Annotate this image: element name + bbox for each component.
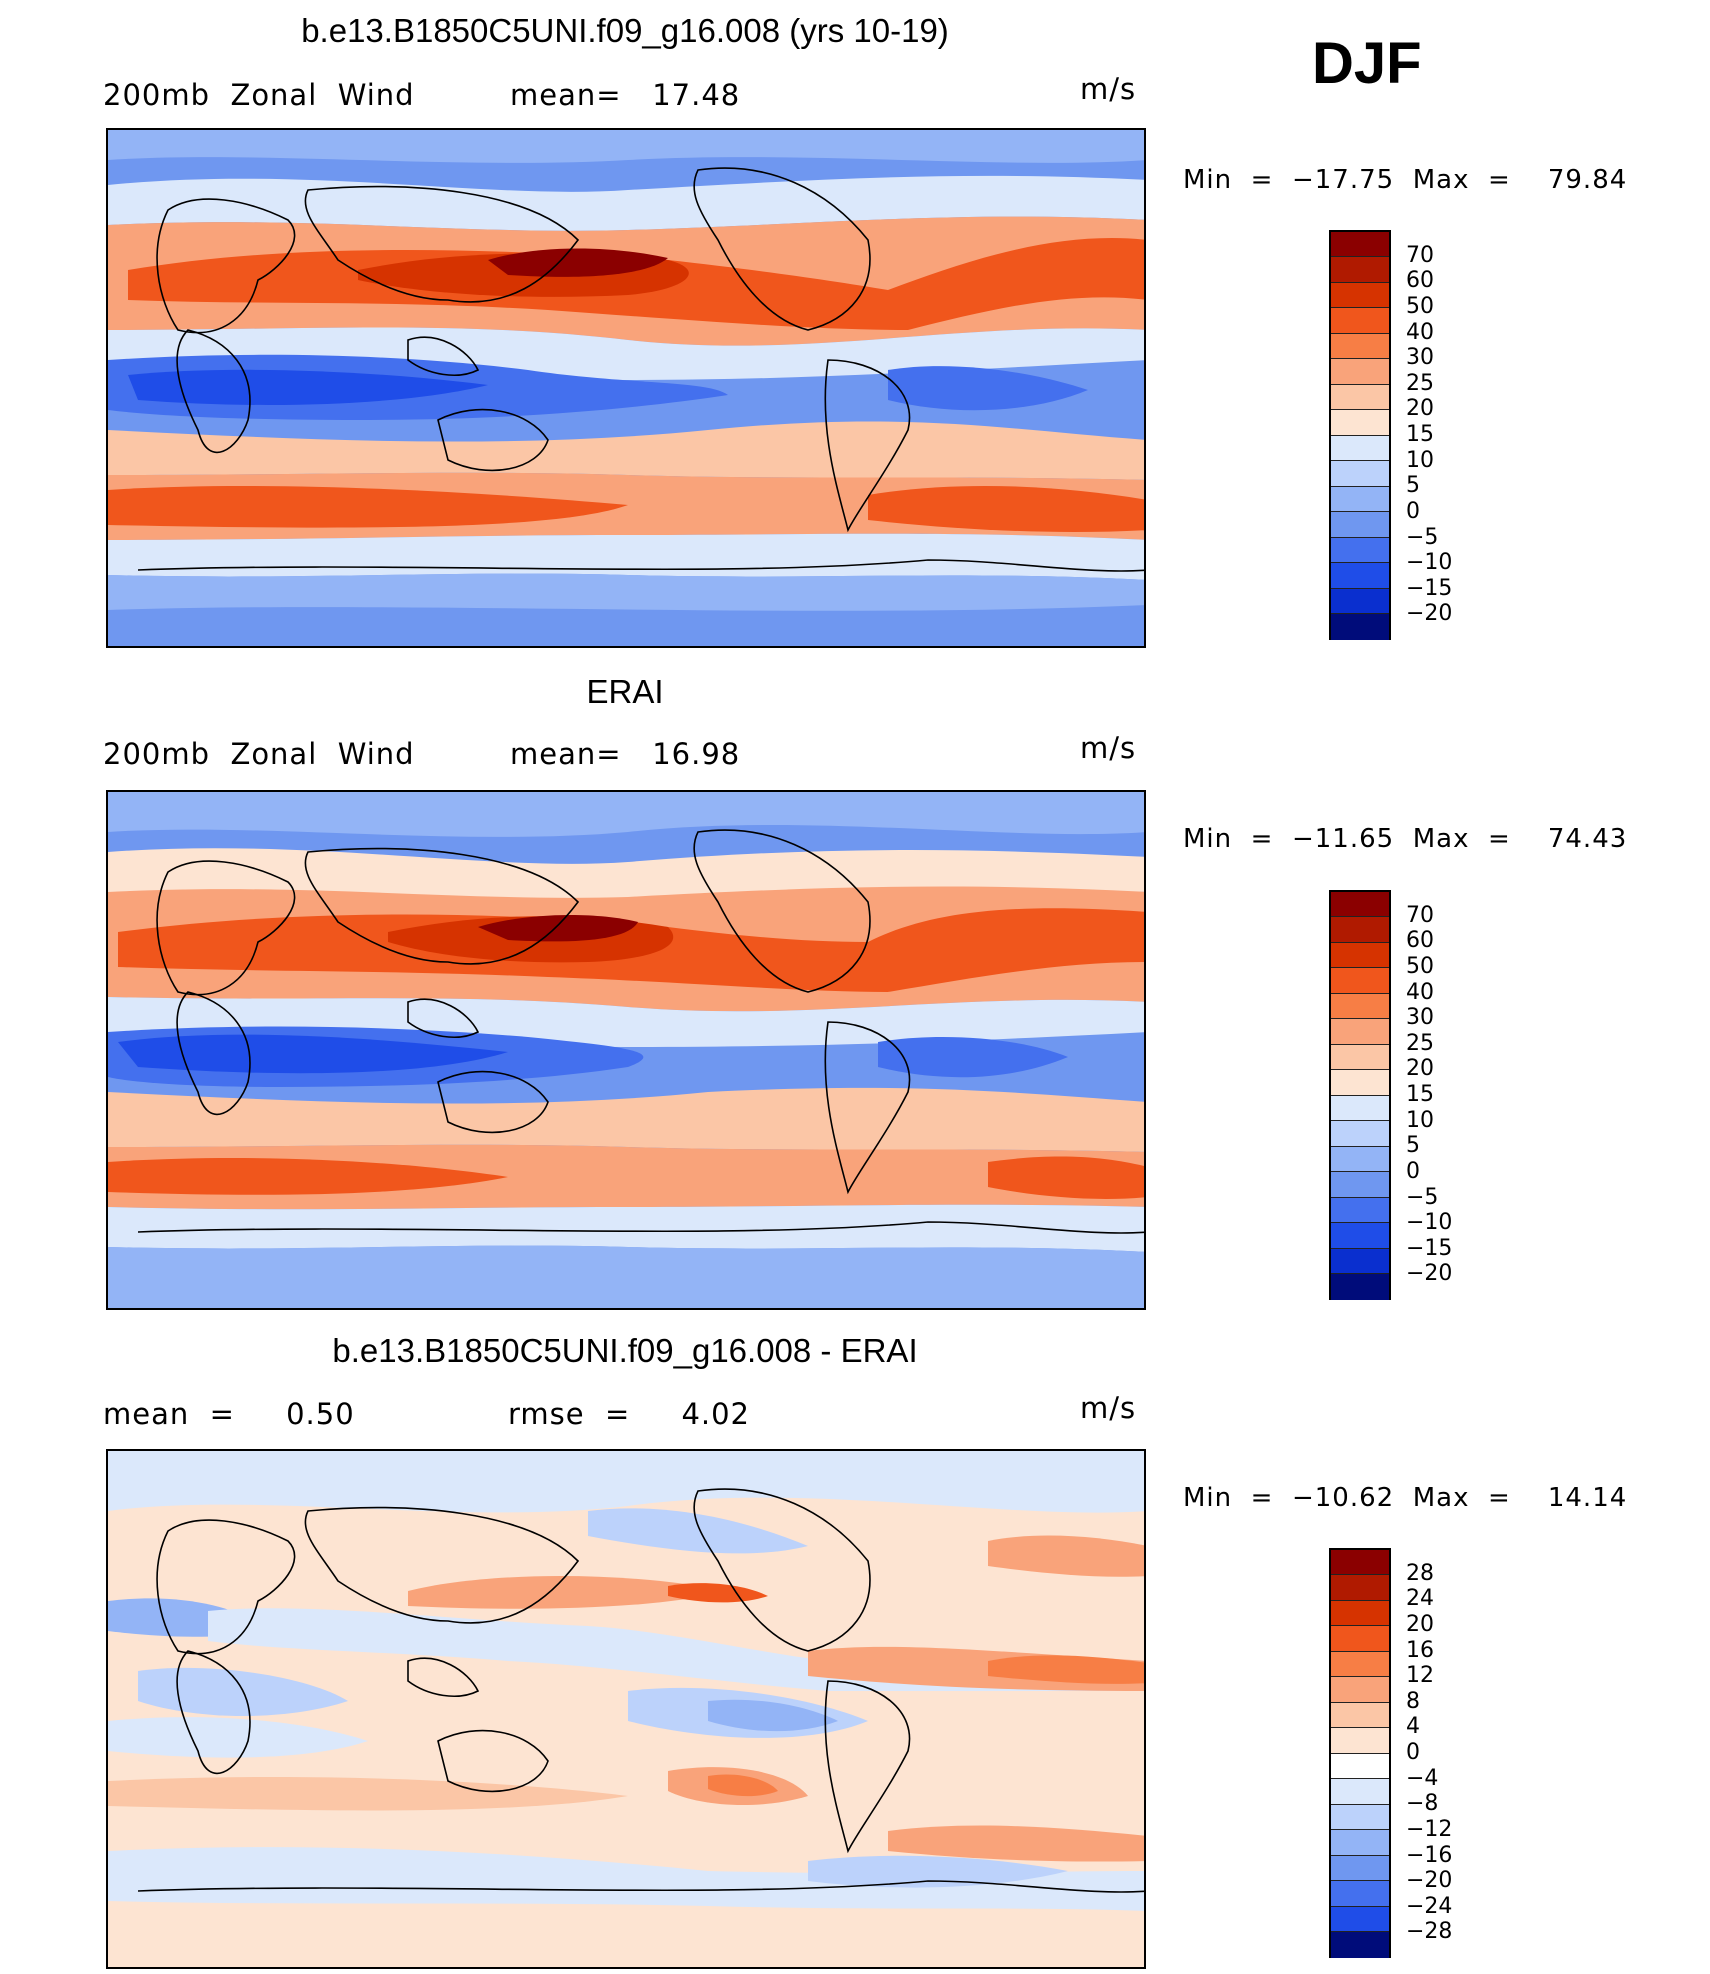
- panel-2-contour-map: [108, 792, 1144, 1308]
- colorbar-tick-label: 20: [1406, 1611, 1434, 1637]
- panel-3-coastlines: [137, 1488, 1144, 1893]
- colorbar-tick-label: 15: [1406, 422, 1434, 447]
- panel-2-mean-label: mean= 16.98: [510, 737, 741, 771]
- colorbar-tick-label: −20: [1406, 601, 1453, 627]
- panel-2-minmax: Min = −11.65 Max = 74.43: [1183, 824, 1628, 854]
- colorbar-tick-label: 8: [1406, 1688, 1420, 1714]
- colorbar-tick-label: 16: [1406, 1637, 1434, 1663]
- colorbar-tick-label: 70: [1406, 902, 1434, 928]
- colorbar-tick-label: −20: [1406, 1868, 1453, 1894]
- season-label: DJF: [1312, 31, 1422, 96]
- colorbar-tick-label: 20: [1406, 1056, 1434, 1082]
- colorbar-tick-label: 10: [1406, 447, 1434, 473]
- colorbar-tick-label: −4: [1406, 1765, 1439, 1791]
- colorbar-tick-label: 50: [1406, 953, 1434, 979]
- colorbar-tick-label: 50: [1406, 293, 1434, 319]
- panel-1-variable-label: 200mb Zonal Wind: [103, 78, 415, 112]
- colorbar-tick-label: −20: [1406, 1261, 1453, 1287]
- panel-2-variable-label: 200mb Zonal Wind: [103, 737, 415, 771]
- colorbar-tick-label: −10: [1406, 550, 1453, 576]
- panel-3-title: b.e13.B1850C5UNI.f09_g16.008 - ERAI: [332, 1332, 918, 1369]
- colorbar-tick-label: −28: [1406, 1919, 1453, 1945]
- panel-2-colorbar: [1329, 890, 1391, 1300]
- panel-3-rmse-label: rmse = 4.02: [508, 1397, 751, 1431]
- colorbar-tick-label: 25: [1406, 370, 1434, 396]
- colorbar-tick-label: 40: [1406, 319, 1434, 345]
- colorbar-tick-label: 30: [1406, 1005, 1434, 1031]
- colorbar-tick-label: 15: [1406, 1082, 1434, 1107]
- colorbar-tick-label: −15: [1406, 575, 1453, 601]
- panel-3-mean-label: mean = 0.50: [103, 1397, 355, 1431]
- colorbar-tick-label: 30: [1406, 345, 1434, 371]
- panel-1-colorbar: [1329, 230, 1391, 640]
- colorbar-tick-label: 10: [1406, 1107, 1434, 1133]
- colorbar-tick-label: 0: [1406, 1158, 1420, 1184]
- panel-2-map: [106, 790, 1146, 1310]
- panel-1-coastlines: [137, 167, 1144, 572]
- colorbar-tick-label: 28: [1406, 1560, 1434, 1586]
- colorbar-tick-label: −5: [1406, 524, 1439, 550]
- panel-1-mean-label: mean= 17.48: [510, 78, 741, 112]
- colorbar-tick-label: 5: [1406, 1133, 1420, 1159]
- colorbar-tick-label: −5: [1406, 1184, 1439, 1210]
- colorbar-tick-label: 0: [1406, 1740, 1420, 1765]
- colorbar-tick-label: −8: [1406, 1791, 1439, 1817]
- colorbar-tick-label: 24: [1406, 1586, 1434, 1612]
- colorbar-tick-label: 4: [1406, 1714, 1420, 1740]
- colorbar-tick-label: −15: [1406, 1235, 1453, 1261]
- panel-1-units: m/s: [1080, 72, 1137, 106]
- panel-3-contour-map: [108, 1451, 1144, 1967]
- colorbar-tick-label: −10: [1406, 1210, 1453, 1236]
- colorbar-tick-label: 60: [1406, 268, 1434, 294]
- panel-1-minmax: Min = −17.75 Max = 79.84: [1183, 165, 1628, 195]
- colorbar-tick-label: 0: [1406, 498, 1420, 524]
- panel-1-map: [106, 128, 1146, 648]
- panel-3-units: m/s: [1080, 1391, 1137, 1425]
- colorbar-tick-label: 40: [1406, 979, 1434, 1005]
- panel-3-map: [106, 1449, 1146, 1969]
- colorbar-tick-label: 70: [1406, 242, 1434, 268]
- panel-2-title: ERAI: [586, 673, 664, 710]
- colorbar-tick-label: 5: [1406, 473, 1420, 499]
- colorbar-tick-label: 25: [1406, 1030, 1434, 1056]
- colorbar-tick-label: 12: [1406, 1663, 1434, 1689]
- panel-2-units: m/s: [1080, 731, 1137, 765]
- panel-3-colorbar: [1329, 1548, 1391, 1958]
- colorbar-tick-label: −12: [1406, 1816, 1453, 1842]
- colorbar-tick-label: 60: [1406, 928, 1434, 954]
- panel-1-contour-map: [108, 130, 1144, 646]
- colorbar-tick-label: −24: [1406, 1893, 1453, 1919]
- panel-2-coastlines: [137, 829, 1144, 1234]
- panel-3-minmax: Min = −10.62 Max = 14.14: [1183, 1483, 1628, 1513]
- panel-1-title: b.e13.B1850C5UNI.f09_g16.008 (yrs 10-19): [301, 12, 949, 49]
- colorbar-tick-label: −16: [1406, 1842, 1453, 1868]
- colorbar-tick-label: 20: [1406, 396, 1434, 422]
